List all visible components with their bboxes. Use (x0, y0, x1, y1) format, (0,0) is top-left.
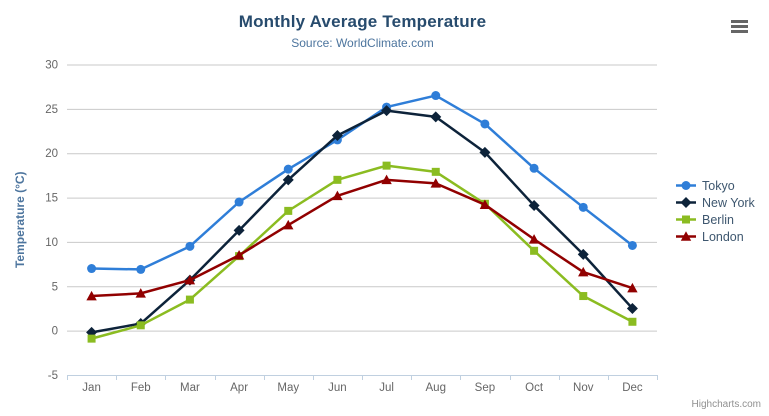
legend-label: London (702, 229, 744, 244)
legend-square-icon (676, 215, 696, 224)
menu-bar (731, 30, 748, 33)
x-axis-tick-label: Aug (426, 382, 446, 394)
marker-new-york-jun[interactable] (331, 129, 343, 141)
marker-tokyo-dec[interactable] (627, 240, 637, 250)
legend-diamond-icon (676, 197, 696, 208)
x-axis-tick-label: Oct (525, 382, 544, 394)
y-axis-tick-label: 20 (45, 148, 58, 160)
x-axis-tick-label: Mar (180, 382, 200, 394)
legend-label: New York (702, 195, 755, 210)
marker-berlin-jan[interactable] (87, 334, 96, 343)
marker-tokyo-may[interactable] (283, 164, 293, 174)
x-axis-tick-label: Jul (379, 382, 394, 394)
x-axis-tick-label: May (277, 382, 299, 394)
marker-london-feb[interactable] (135, 288, 146, 298)
marker-tokyo-oct[interactable] (529, 163, 539, 173)
marker-tokyo-apr[interactable] (234, 197, 244, 207)
marker-london-may[interactable] (283, 219, 294, 230)
marker-new-york-jul[interactable] (381, 105, 393, 117)
chart-title: Monthly Average Temperature (238, 12, 487, 31)
marker-tokyo-feb[interactable] (136, 264, 146, 274)
marker-new-york-oct[interactable] (528, 200, 540, 212)
chart-subtitle: Source: WorldClimate.com (291, 36, 434, 50)
marker-berlin-may[interactable] (284, 206, 293, 215)
marker-london-jun[interactable] (332, 190, 343, 201)
marker-berlin-jun[interactable] (333, 175, 342, 184)
marker-new-york-apr[interactable] (233, 224, 245, 236)
series-line-new-york (90, 109, 634, 334)
marker-berlin-feb[interactable] (136, 321, 145, 330)
legend-item-new-york[interactable]: New York (675, 194, 755, 211)
marker-london-mar[interactable] (184, 274, 196, 285)
x-axis-tick-label: Jun (328, 382, 347, 394)
legend-marker-shape (681, 181, 691, 190)
x-axis-tick-label: Dec (622, 382, 643, 394)
y-axis-tick-label: 25 (45, 104, 58, 116)
x-axis-tick-label: Sep (475, 382, 495, 394)
y-axis-tick-label: -5 (48, 370, 58, 382)
legend-label: Berlin (702, 212, 734, 227)
marker-london-jul[interactable] (381, 174, 392, 185)
marker-london-apr[interactable] (233, 250, 245, 260)
marker-tokyo-sep[interactable] (480, 119, 490, 129)
marker-tokyo-aug[interactable] (431, 91, 441, 101)
x-axis-tick-label: Nov (573, 382, 594, 394)
menu-bar (731, 25, 748, 28)
series-line-tokyo (90, 94, 634, 271)
y-axis-tick-label: 5 (52, 281, 58, 293)
marker-berlin-aug[interactable] (431, 167, 440, 176)
marker-berlin-dec[interactable] (628, 317, 637, 326)
legend-triangle-icon (676, 231, 696, 241)
marker-berlin-oct[interactable] (530, 246, 539, 255)
marker-london-nov[interactable] (578, 266, 589, 277)
legend-label: Tokyo (702, 178, 735, 193)
y-axis-tick-label: 15 (45, 193, 58, 205)
x-axis-tick-label: Jan (82, 382, 101, 394)
marker-new-york-may[interactable] (282, 174, 294, 186)
marker-london-aug[interactable] (430, 178, 441, 188)
y-axis-tick-label: 30 (45, 60, 58, 72)
marker-new-york-sep[interactable] (479, 146, 491, 158)
highcharts-credit-link[interactable]: Highcharts.com (691, 399, 761, 410)
legend-marker-shape (680, 197, 692, 208)
marker-berlin-mar[interactable] (185, 295, 194, 304)
x-axis-tick-label: Apr (230, 382, 248, 394)
marker-new-york-nov[interactable] (577, 248, 589, 260)
marker-london-jan[interactable] (86, 290, 97, 301)
marker-london-oct[interactable] (528, 234, 540, 244)
marker-tokyo-nov[interactable] (578, 202, 588, 212)
marker-tokyo-mar[interactable] (185, 241, 195, 251)
legend-item-london[interactable]: London (675, 228, 755, 245)
marker-new-york-aug[interactable] (430, 111, 442, 123)
marker-berlin-jul[interactable] (382, 161, 391, 170)
y-axis-tick-label: 0 (52, 326, 58, 338)
y-axis-tick-label: 10 (45, 237, 58, 249)
x-axis-tick-label: Feb (131, 382, 151, 394)
legend: Tokyo New York Berlin London (675, 177, 755, 245)
hamburger-menu-icon (731, 20, 749, 33)
context-menu-button[interactable] (730, 19, 750, 35)
series-line-london (90, 178, 634, 298)
menu-bar (731, 20, 748, 23)
legend-marker-shape (680, 231, 692, 241)
marker-london-dec[interactable] (627, 282, 638, 293)
marker-tokyo-jan[interactable] (87, 264, 97, 274)
y-axis-title: Temperature (°C) (13, 171, 27, 268)
marker-new-york-dec[interactable] (626, 302, 638, 314)
marker-berlin-nov[interactable] (579, 292, 588, 301)
marker-london-sep[interactable] (479, 199, 491, 209)
legend-item-tokyo[interactable]: Tokyo (675, 177, 755, 194)
legend-item-berlin[interactable]: Berlin (675, 211, 755, 228)
legend-marker-shape (682, 215, 690, 224)
series-line-berlin (90, 164, 634, 340)
legend-circle-icon (676, 181, 696, 190)
